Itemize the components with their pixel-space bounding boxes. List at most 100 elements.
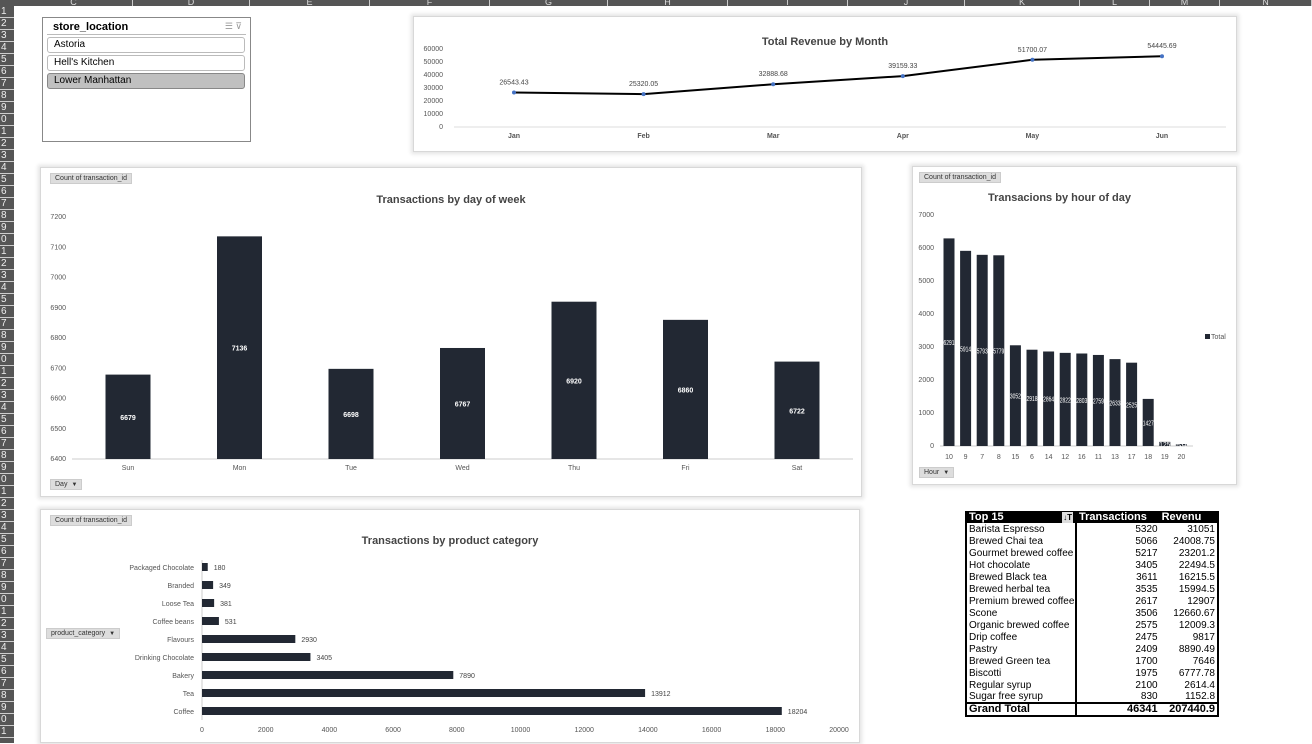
row-header[interactable]: 1 (0, 606, 14, 618)
slicer-item[interactable]: Astoria (47, 37, 245, 53)
row-header[interactable]: 3 (0, 390, 14, 402)
table-row: Premium brewed coffee 2617 12907 (965, 595, 1220, 607)
slicer-item[interactable]: Hell's Kitchen (47, 55, 245, 71)
row-header[interactable]: 2 (0, 258, 14, 270)
row-header[interactable]: 6 (0, 186, 14, 198)
row-header[interactable]: 3 (0, 30, 14, 42)
bar (960, 250, 972, 446)
row-header[interactable]: 2 (0, 18, 14, 30)
x-tick-label: 11 (1095, 454, 1102, 461)
row-header[interactable]: 6 (0, 306, 14, 318)
row-header[interactable]: 5 (0, 294, 14, 306)
data-label: 7136 (232, 346, 248, 353)
row-header[interactable]: 4 (0, 522, 14, 534)
row-header[interactable]: 3 (0, 270, 14, 282)
row-header[interactable]: 5 (0, 54, 14, 66)
row-header[interactable]: 4 (0, 42, 14, 54)
row-header[interactable]: 7 (0, 78, 14, 90)
multi-select-icon[interactable]: ☰ (224, 21, 233, 31)
row-header[interactable]: 9 (0, 342, 14, 354)
data-label: 25320.05 (629, 81, 658, 88)
column-header[interactable]: E (250, 0, 370, 7)
data-label: 32888.68 (759, 71, 788, 78)
row-header[interactable]: 8 (0, 330, 14, 342)
row-header[interactable]: 6 (0, 66, 14, 78)
x-tick-label: 15 (1012, 454, 1020, 461)
row-header[interactable]: 9 (0, 582, 14, 594)
revenue-chart: Total Revenue by Month 0 10000 20000 30000 4… (413, 16, 1237, 152)
row-header[interactable]: 9 (0, 222, 14, 234)
column-header[interactable]: F (370, 0, 490, 7)
row-header[interactable]: 7 (0, 678, 14, 690)
row-header[interactable]: 8 (0, 210, 14, 222)
sort-filter-icon[interactable]: ↓T (1062, 511, 1073, 523)
slicer-item[interactable]: Lower Manhattan (47, 73, 245, 89)
row-header[interactable]: 7 (0, 438, 14, 450)
column-header[interactable]: D (133, 0, 250, 7)
row-header[interactable]: 5 (0, 534, 14, 546)
row-header[interactable]: 8 (0, 450, 14, 462)
row-header[interactable]: 2 (0, 378, 14, 390)
row-header[interactable]: 4 (0, 642, 14, 654)
row-header[interactable]: 1 (0, 246, 14, 258)
row-header[interactable]: 6 (0, 426, 14, 438)
column-header[interactable]: J (848, 0, 965, 7)
row-header[interactable]: 4 (0, 402, 14, 414)
row-header[interactable]: 8 (0, 90, 14, 102)
row-header[interactable]: 8 (0, 690, 14, 702)
value-field-button[interactable]: Count of transaction_id (50, 173, 132, 184)
data-label: 6698 (343, 412, 359, 419)
column-header[interactable]: I (728, 0, 848, 7)
row-header[interactable]: 8 (0, 570, 14, 582)
row-header[interactable]: 1 (0, 126, 14, 138)
row-header[interactable]: 9 (0, 702, 14, 714)
hour-axis-button[interactable]: Hour ▼ (919, 467, 955, 478)
row-header[interactable]: 1 (0, 726, 14, 738)
row-header[interactable]: 0 (0, 234, 14, 246)
day-axis-button[interactable]: Day ▼ (50, 479, 83, 490)
row-header[interactable]: 1 (0, 6, 14, 18)
value-field-button[interactable]: Count of transaction_id (50, 515, 132, 526)
y-tick-label: 6900 (50, 305, 66, 312)
row-header[interactable]: 2 (0, 138, 14, 150)
row-header[interactable]: 2 (0, 618, 14, 630)
revenue-cell: 12660.67 (1159, 607, 1220, 619)
column-header[interactable]: H (608, 0, 728, 7)
row-header[interactable]: 0 (0, 714, 14, 726)
row-header[interactable]: 7 (0, 558, 14, 570)
row-header[interactable]: 6 (0, 666, 14, 678)
row-header[interactable]: 7 (0, 318, 14, 330)
legend-label: Total (1211, 334, 1226, 341)
row-header[interactable]: 9 (0, 462, 14, 474)
column-header[interactable]: M (1150, 0, 1220, 7)
row-header[interactable]: 1 (0, 486, 14, 498)
column-header[interactable]: L (1080, 0, 1150, 7)
column-header[interactable]: K (965, 0, 1080, 7)
row-header[interactable]: 0 (0, 354, 14, 366)
row-header[interactable]: 5 (0, 654, 14, 666)
row-header[interactable]: 6 (0, 546, 14, 558)
row-header[interactable]: 4 (0, 162, 14, 174)
clear-filter-icon[interactable]: ⊽ (235, 21, 242, 31)
category-axis-button[interactable]: product_category ▼ (46, 628, 121, 639)
column-header[interactable]: G (490, 0, 608, 7)
row-header[interactable]: 0 (0, 474, 14, 486)
header-top15[interactable]: Top 15 ↓T (965, 511, 1077, 523)
value-field-button[interactable]: Count of transaction_id (919, 172, 1001, 183)
row-header[interactable]: 4 (0, 282, 14, 294)
column-header[interactable]: N (1220, 0, 1312, 7)
row-header[interactable]: 3 (0, 510, 14, 522)
row-header[interactable]: 3 (0, 150, 14, 162)
revenue-cell: 12907 (1159, 595, 1220, 607)
row-header[interactable]: 1 (0, 366, 14, 378)
row-header[interactable]: 9 (0, 102, 14, 114)
row-header[interactable]: 7 (0, 198, 14, 210)
data-label: 6920 (566, 378, 582, 385)
row-header[interactable]: 2 (0, 498, 14, 510)
row-header[interactable]: 0 (0, 114, 14, 126)
row-header[interactable]: 3 (0, 630, 14, 642)
row-header[interactable]: 5 (0, 174, 14, 186)
row-header[interactable]: 5 (0, 414, 14, 426)
column-header[interactable]: C (15, 0, 133, 7)
row-header[interactable]: 0 (0, 594, 14, 606)
